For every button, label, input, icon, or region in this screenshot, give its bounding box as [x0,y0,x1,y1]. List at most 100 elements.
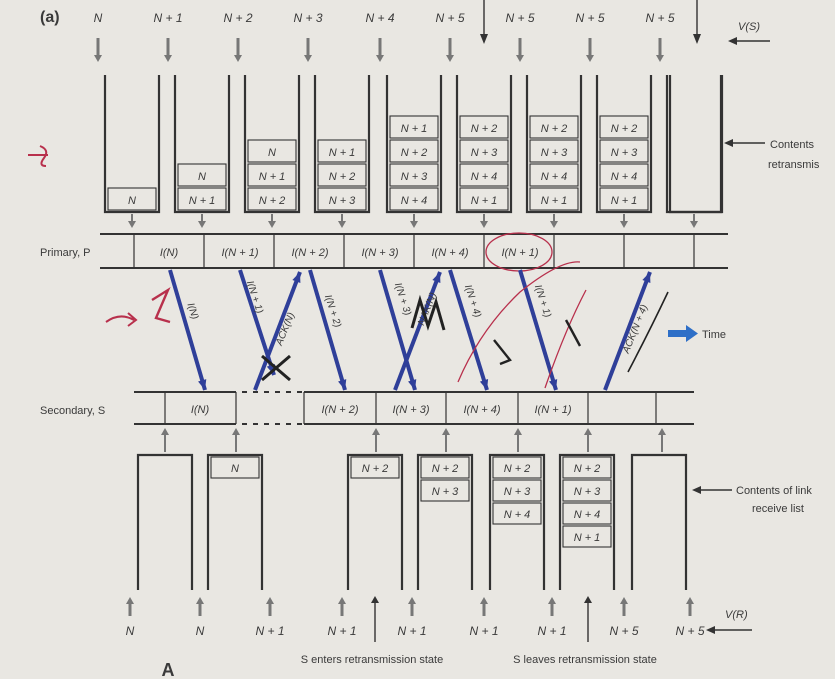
primary-cell-text-5-3: N + 2 [471,123,498,135]
primary-cell-text-5-0: N + 1 [471,195,498,207]
enter-note-arrow-head [371,596,379,603]
primary-cell-7-1 [599,163,649,187]
secondary-buffer-0 [136,453,194,590]
primary-out-arrow-1-head [198,221,206,228]
vs-value-7: N + 5 [575,11,604,25]
primary-cell-text-7-0: N + 1 [611,195,638,207]
primary-buffer-1 [173,75,231,214]
primary-cell-6-1 [529,163,579,187]
primary-cell-text-6-2: N + 3 [541,147,568,159]
vr-label: V(R) [725,609,748,621]
response-arrow-2 [603,271,652,391]
note-leave: S leaves retransmission state [513,654,657,666]
primary-cell-text-2-0: N + 2 [259,195,286,207]
secondary-cell-5-2 [562,502,612,525]
primary-buffer-6 [525,75,583,214]
primary-cell-text-7-3: N + 2 [611,123,638,135]
primary-cell-4-0 [389,187,439,211]
time-arrow-head [686,325,698,342]
vr-arrow-6-head [548,597,556,604]
vs-arrow-3-head [304,55,312,62]
vr-arrow-3-head [338,597,346,604]
primary-cell-text-6-1: N + 4 [541,171,568,183]
primary-cell-text-5-2: N + 3 [471,147,498,159]
nak-mark [410,294,446,331]
contents-primary-line1: Contents [770,139,815,151]
secondary-cell-text-4-2: N + 4 [504,509,531,521]
primary-buffer-2 [243,75,301,214]
primary-cell-text-4-2: N + 2 [401,147,428,159]
primary-out-arrow-7-head [620,221,628,228]
primary-buffer-5 [455,75,513,214]
primary-cell-5-1 [459,163,509,187]
contents-secondary-line1: Contents of link [736,485,812,497]
primary-cell-text-2-1: N + 1 [259,171,286,183]
time-arrow-shaft [668,330,688,337]
primary-frame-5: I(N + 1) [502,247,539,259]
secondary-cell-1-0 [210,456,260,479]
vs-arrow-6-head [516,55,524,62]
primary-buffer-7 [595,75,653,214]
primary-cell-text-3-1: N + 2 [329,171,356,183]
secondary-buffer-1 [206,453,264,590]
primary-cell-1-1 [177,163,227,187]
primary-cell-2-1 [247,163,297,187]
secondary-frame-1: I(N + 2) [322,404,359,416]
primary-buffer-8 [665,75,723,214]
annotation-scribble-left [28,145,48,167]
vr-value-4: N + 1 [397,624,426,638]
primary-out-arrow-2-head [268,221,276,228]
primary-cell-6-2 [529,139,579,163]
secondary-cell-4-0 [492,456,542,479]
contents-secondary-line2: receive list [752,503,804,515]
note-enter: S enters retransmission state [301,654,443,666]
secondary-cell-text-4-1: N + 3 [504,486,531,498]
primary-buffer-last [668,75,724,214]
primary-cell-text-3-0: N + 3 [329,195,356,207]
primary-cell-7-0 [599,187,649,211]
vs-value-1: N + 1 [153,11,182,25]
vr-value-6: N + 1 [537,624,566,638]
final-marker-head [693,34,701,44]
primary-out-arrow-0-head [128,221,136,228]
response-arrow-head-2 [642,272,651,283]
primary-frame-3: I(N + 3) [362,247,399,259]
vs-arrow-7-head [586,55,594,62]
lost-frame-cross [261,354,291,382]
primary-cell-5-2 [459,139,509,163]
secondary-cell-4-2 [492,502,542,525]
response-arrow-head-1 [432,272,441,283]
secondary-cell-text-5-3: N + 1 [574,532,601,544]
primary-out-arrow-6-head [550,221,558,228]
primary-cell-1-0 [177,187,227,211]
vr-arrow-0-head [126,597,134,604]
frame-arrow-5 [518,269,558,391]
primary-cell-4-2 [389,139,439,163]
annotation-curve-3 [627,291,669,373]
vr-arrow-2-head [266,597,274,604]
frame-arrow-label-3: I(N + 3) [392,282,413,317]
frame-arrow-3 [378,269,417,391]
primary-cell-0-0 [107,187,157,211]
vs-label: V(S) [738,21,760,33]
secondary-cell-3-1 [420,479,470,502]
vr-arrow-8-head [686,597,694,604]
vs-value-5: N + 5 [435,11,464,25]
vs-arrow-5-head [446,55,454,62]
secondary-buffer-2 [346,453,404,590]
annotation-curve-1 [457,261,581,383]
secondary-buffer-3 [416,453,474,590]
vr-arrow-4-head [408,597,416,604]
vr-value-5: N + 1 [469,624,498,638]
vr-arrow-5-head [480,597,488,604]
primary-cell-text-1-1: N [198,171,206,183]
primary-cell-text-3-2: N + 1 [329,147,356,159]
vr-pointer-head [706,626,715,634]
vs-arrow-2-head [234,55,242,62]
secondary-cell-text-5-2: N + 4 [574,509,601,521]
vs-value-4: N + 4 [365,11,394,25]
vs-arrow-0-head [94,55,102,62]
frame-arrow-head-3 [408,379,417,390]
